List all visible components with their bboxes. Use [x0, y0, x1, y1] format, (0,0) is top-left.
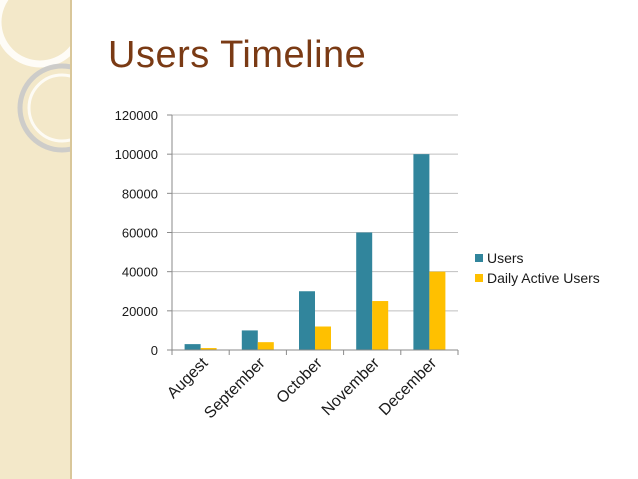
- y-tick-label: 0: [151, 343, 158, 358]
- x-axis: [171, 115, 459, 355]
- y-tick-label: 100000: [115, 147, 158, 162]
- bar-daily-active-users: [315, 326, 331, 350]
- slide-title: Users Timeline: [108, 34, 367, 76]
- y-tick-label: 80000: [122, 186, 158, 201]
- y-tick-label: 120000: [115, 108, 158, 123]
- bar-daily-active-users: [200, 348, 217, 350]
- x-category-label: October: [274, 354, 327, 407]
- bar-daily-active-users: [257, 342, 274, 350]
- x-category-label: September: [201, 354, 269, 422]
- x-category-label: November: [319, 354, 384, 419]
- y-axis-ticks: 0 20000 40000 60000 80000 100000 120000: [115, 108, 172, 358]
- chart-legend: Users Daily Active Users: [475, 250, 600, 286]
- x-category-label: December: [376, 354, 441, 419]
- bar-users: [241, 330, 258, 350]
- y-tick-label: 40000: [122, 265, 158, 280]
- y-tick-label: 60000: [122, 226, 158, 241]
- legend-label: Daily Active Users: [487, 270, 600, 286]
- bar-users: [299, 291, 315, 350]
- y-tick-label: 20000: [122, 304, 158, 319]
- legend-swatch: [475, 254, 483, 262]
- decorative-circles-icon: [0, 0, 70, 153]
- legend-label: Users: [487, 250, 524, 266]
- bar-users: [184, 344, 201, 350]
- bar-daily-active-users: [372, 301, 389, 350]
- bar-users: [356, 232, 373, 350]
- decorative-sidebar: [0, 0, 72, 479]
- legend-swatch: [475, 274, 483, 282]
- bar-daily-active-users: [429, 271, 446, 350]
- chart-bars: [184, 154, 446, 350]
- x-category-label: Augest: [164, 354, 212, 402]
- bar-users: [413, 154, 430, 350]
